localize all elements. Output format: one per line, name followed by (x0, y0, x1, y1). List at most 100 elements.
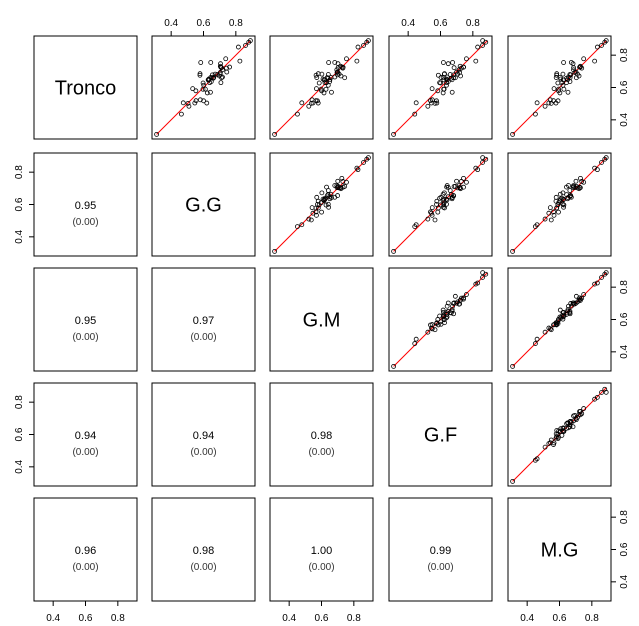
data-point (193, 98, 199, 104)
data-point (315, 71, 321, 77)
data-point (464, 292, 469, 297)
data-point (227, 64, 233, 70)
correlation-value-2-1: 0.97 (193, 315, 214, 327)
data-point (480, 270, 486, 276)
data-point (218, 61, 223, 67)
data-point (510, 248, 516, 254)
data-point (310, 100, 316, 106)
data-point (577, 184, 582, 190)
data-point (361, 43, 366, 48)
data-point (572, 70, 578, 75)
correlation-value-2-0: 0.95 (75, 315, 96, 327)
data-point (564, 184, 569, 190)
data-point (365, 38, 371, 44)
data-point (551, 212, 557, 218)
data-point (438, 194, 444, 200)
data-point (561, 202, 567, 208)
data-point (178, 111, 184, 117)
data-point (361, 160, 366, 165)
data-point (186, 103, 192, 109)
left-axis-tick-label: 0.6 (14, 197, 25, 211)
correlation-value-1-0: 0.95 (75, 200, 96, 212)
right-axis-tick-label: 0.8 (619, 48, 630, 62)
data-point (572, 185, 578, 191)
data-point (546, 325, 552, 331)
data-point (542, 216, 548, 222)
right-axis-tick-label: 0.4 (619, 112, 630, 126)
fit-line-0-3 (393, 40, 488, 135)
data-point (577, 295, 582, 301)
data-point (564, 421, 570, 427)
data-point (190, 86, 196, 92)
data-point (475, 44, 481, 50)
data-point (592, 58, 598, 64)
data-point (428, 210, 434, 216)
data-point (546, 441, 552, 447)
data-point (322, 80, 328, 86)
data-point (440, 90, 446, 96)
data-point (480, 155, 486, 161)
data-point (457, 185, 463, 191)
data-point (428, 100, 434, 106)
data-point (314, 75, 320, 80)
p-value-4-3: (0.00) (427, 562, 453, 573)
data-point (603, 270, 609, 276)
data-point (454, 178, 459, 184)
data-point (457, 301, 463, 307)
data-point (451, 301, 456, 306)
variable-label-1: G.G (185, 195, 222, 217)
data-point (567, 72, 573, 77)
data-point (440, 314, 446, 320)
data-point (570, 300, 576, 306)
panel-0-0 (33, 35, 138, 140)
data-point (197, 72, 203, 78)
data-point (551, 98, 556, 104)
correlation-value-3-1: 0.94 (193, 430, 214, 442)
data-point (557, 429, 563, 435)
right-axis-tick-label: 0.8 (619, 510, 630, 524)
bottom-axis-tick-label: 0.8 (347, 613, 361, 624)
correlation-value-4-2: 1.00 (311, 545, 332, 557)
p-value-3-1: (0.00) (190, 447, 216, 458)
data-point (321, 198, 327, 204)
data-point (560, 190, 566, 196)
data-point (555, 202, 561, 208)
data-point (313, 209, 319, 215)
data-point (560, 71, 566, 77)
data-point (599, 390, 604, 395)
data-point (480, 160, 485, 165)
data-point (450, 60, 455, 65)
data-point (567, 418, 573, 424)
data-point (324, 193, 330, 199)
bottom-axis-tick-label: 0.6 (79, 613, 93, 624)
bottom-axis-tick-label: 0.6 (315, 613, 329, 624)
data-point (578, 296, 583, 302)
data-point (464, 179, 469, 185)
data-point (428, 98, 433, 104)
data-point (272, 131, 278, 137)
data-point (557, 90, 563, 96)
data-point (567, 79, 573, 84)
data-point (323, 86, 329, 92)
data-point (445, 194, 451, 200)
data-point (603, 389, 609, 395)
data-point (451, 65, 457, 71)
data-point (204, 90, 210, 96)
data-point (340, 64, 346, 70)
right-axis-tick-label: 0.6 (619, 542, 630, 556)
panel-3-4 (507, 382, 612, 487)
data-point (434, 321, 439, 326)
data-point (193, 88, 199, 94)
data-point (204, 100, 210, 106)
data-point (208, 75, 214, 80)
data-point (551, 322, 556, 328)
data-point (295, 224, 300, 230)
data-point (180, 100, 186, 106)
variable-label-2: G.M (303, 310, 341, 332)
data-point (428, 322, 433, 328)
data-point (603, 38, 609, 44)
data-point (412, 111, 418, 117)
data-point (577, 409, 582, 414)
data-point (313, 98, 319, 104)
right-axis-tick-label: 0.8 (619, 280, 630, 294)
